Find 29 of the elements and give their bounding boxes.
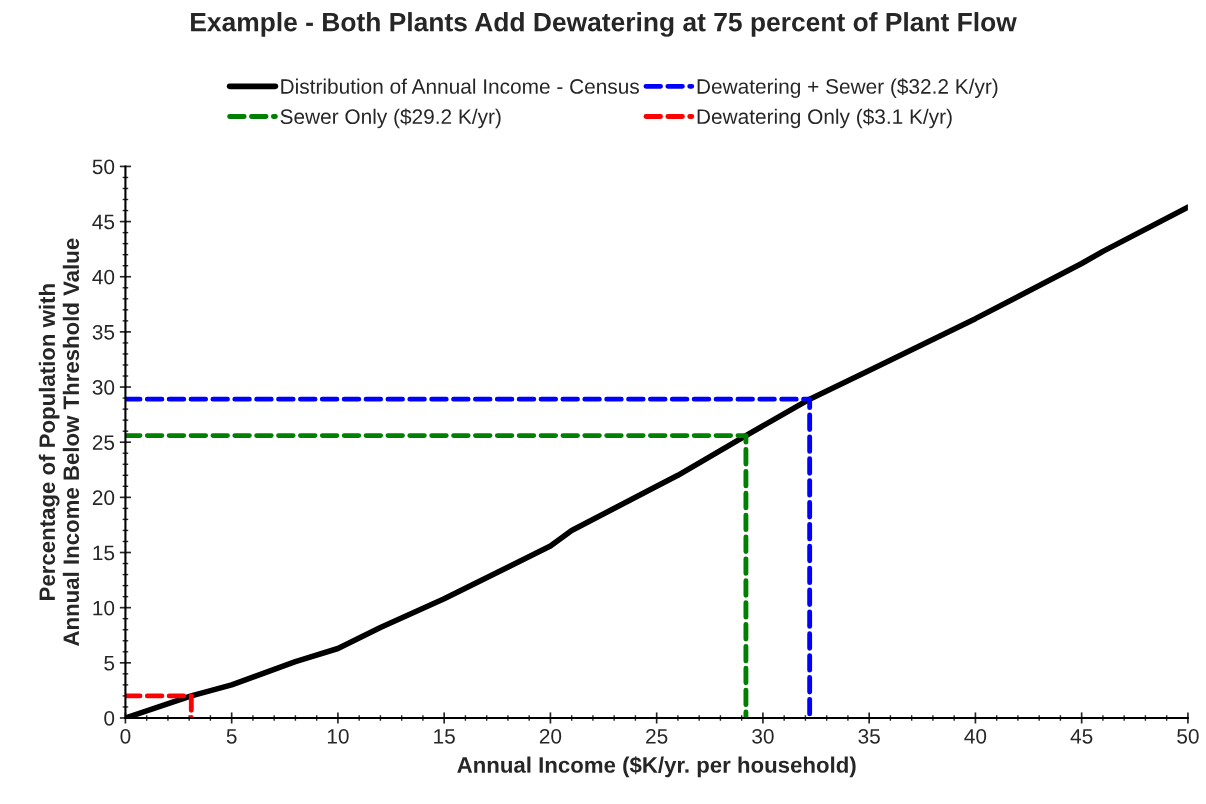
x-tick-label: 35	[858, 728, 880, 744]
x-tick-label: 10	[327, 728, 349, 744]
y-tick-label: 30	[92, 380, 115, 395]
x-tick-label: 45	[1070, 729, 1093, 744]
x-tick-label: 0	[120, 728, 131, 744]
chart-title: Example - Both Plants Add Dewatering at 75 percent of Plant Flow	[191, 12, 1017, 37]
y-tick-label: 10	[93, 600, 115, 616]
x-tick-label: 5	[226, 729, 237, 744]
x-tick-label: 40	[964, 728, 987, 744]
y-tick-label: 40	[92, 269, 115, 285]
legend-label: Sewer Only ($29.2 K/yr)	[280, 108, 501, 129]
x-tick-label: 15	[434, 729, 455, 744]
legend-label: Dewatering + Sewer ($32.2 K/yr)	[697, 78, 998, 98]
y-axis-title: Percentage of Population with Annual Income Below Threshold Value	[38, 238, 80, 646]
y-tick-label: 25	[92, 435, 115, 450]
legend-label: Distribution of Annual Income - Census	[281, 78, 639, 94]
y-tick-label: 15	[93, 545, 115, 561]
x-tick-label: 20	[539, 728, 562, 744]
y-tick-label: 0	[104, 710, 115, 726]
y-tick-label: 5	[104, 656, 115, 671]
x-tick-label: 30	[752, 728, 774, 744]
y-tick-label: 20	[92, 490, 115, 506]
y-tick-label: 35	[92, 324, 115, 340]
y-tick-label: 50	[92, 159, 115, 175]
x-tick-label: 50	[1177, 728, 1199, 744]
y-tick-label: 45	[92, 214, 115, 230]
legend-label: Dewatering Only ($3.1 K/yr)	[697, 108, 952, 129]
x-tick-label: 25	[646, 728, 668, 744]
x-axis-title: Annual Income ($K/yr. per household)	[457, 756, 856, 778]
